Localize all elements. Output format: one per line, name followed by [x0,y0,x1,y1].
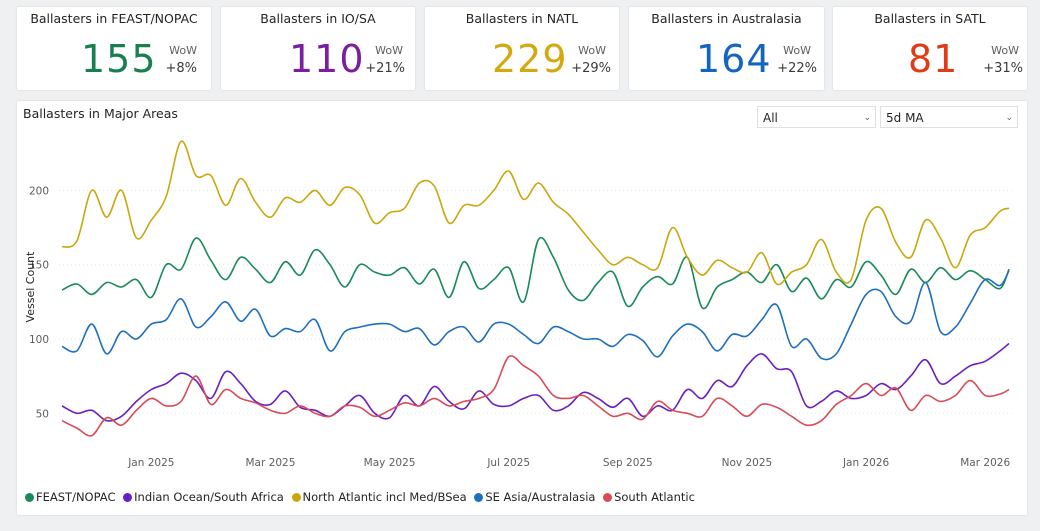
kpi-title: Ballasters in SATL [874,11,986,26]
legend-dot [123,493,133,502]
kpi-wow-label: WoW [783,44,811,57]
kpi-card-natl[interactable]: Ballasters in NATL 229 WoW +29% [425,7,619,90]
kpi-wow-value: +8% [165,61,197,76]
kpi-wow-value: +21% [365,61,405,76]
legend-dot [474,493,484,502]
legend-item-feast[interactable]: FEAST/NOPAC [25,490,116,504]
kpi-wow-label: WoW [169,44,197,57]
series-line-feast-nopac [61,236,1010,310]
region-filter-dropdown[interactable]: All ⌄ [757,106,876,128]
kpi-card-feast[interactable]: Ballasters in FEAST/NOPAC 155 WoW +8% [17,7,211,90]
chart-title: Ballasters in Major Areas [23,106,178,121]
legend-item-natl[interactable]: North Atlantic incl Med/BSea [291,490,467,504]
kpi-card-australasia[interactable]: Ballasters in Australasia 164 WoW +22% [629,7,824,90]
kpi-wow-label: WoW [375,44,403,57]
legend-label: SE Asia/Australasia [485,490,596,504]
kpi-wow-value: +22% [777,61,817,76]
kpi-wow-value: +31% [983,61,1023,76]
y-axis-label: Vessel Count [24,251,37,323]
x-tick-label: Sep 2025 [603,457,653,469]
x-tick-label: Mar 2025 [246,457,296,469]
legend-label: FEAST/NOPAC [36,490,116,504]
legend-label: South Atlantic [614,490,695,504]
chart-legend: FEAST/NOPAC Indian Ocean/South Africa No… [25,490,699,504]
kpi-value: 81 [908,37,959,81]
kpi-value: 229 [492,37,568,81]
legend-item-iosa[interactable]: Indian Ocean/South Africa [123,490,284,504]
kpi-wow-label: WoW [991,44,1019,57]
chart-panel: 50 100 150 200 Jan 2025 Mar 2025 May 2025 Jul 2… [17,101,1027,515]
chevron-down-icon: ⌄ [863,113,871,123]
kpi-title: Ballasters in NATL [465,11,579,26]
kpi-title: Ballasters in FEAST/NOPAC [30,11,198,26]
series-line-south-atlantic [61,355,1010,437]
legend-dot [291,493,301,502]
y-tick-label: 50 [36,408,49,420]
smoothing-filter-dropdown[interactable]: 5d MA ⌄ [880,106,1018,128]
legend-dot [603,493,613,502]
legend-dot [25,493,34,502]
chevron-down-icon: ⌄ [1005,113,1013,123]
legend-label: Indian Ocean/South Africa [134,490,284,504]
y-tick-label: 150 [29,260,49,272]
smoothing-filter-value: 5d MA [886,111,924,125]
legend-item-satl[interactable]: South Atlantic [603,490,695,504]
kpi-value: 110 [289,37,365,81]
x-tick-label: Mar 2026 [960,457,1010,469]
legend-item-seasia[interactable]: SE Asia/Australasia [474,490,595,504]
x-tick-label: May 2025 [364,457,416,469]
kpi-card-iosa[interactable]: Ballasters in IO/SA 110 WoW +21% [221,7,415,90]
kpi-value: 155 [81,37,157,81]
kpi-value: 164 [696,37,772,81]
x-tick-label: Jul 2025 [486,457,530,469]
kpi-title: Ballasters in Australasia [651,11,802,26]
series-line-se-asia-australasia [61,270,1010,361]
kpi-title: Ballasters in IO/SA [260,11,376,26]
y-tick-label: 100 [29,334,49,346]
legend-label: North Atlantic incl Med/BSea [302,490,467,504]
x-tick-label: Jan 2026 [842,457,890,469]
series-line-north-atlantic-incl-med-bsea [61,140,1010,286]
x-tick-label: Jan 2025 [127,457,174,469]
line-chart: 50 100 150 200 Jan 2025 Mar 2025 May 2025 Jul 2… [24,140,1012,469]
y-tick-label: 200 [29,185,49,197]
x-tick-label: Nov 2025 [722,457,773,469]
kpi-wow-value: +29% [571,61,611,76]
series-line-indian-ocean-south-africa [61,342,1010,422]
kpi-wow-label: WoW [578,44,606,57]
region-filter-value: All [763,111,778,125]
kpi-card-satl[interactable]: Ballasters in SATL 81 WoW +31% [833,7,1027,90]
